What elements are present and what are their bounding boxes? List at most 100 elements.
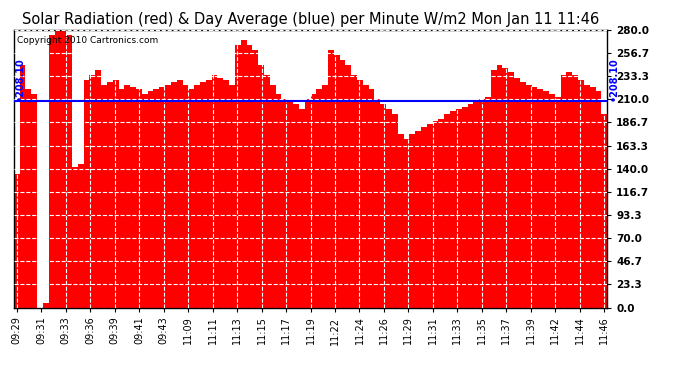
- Bar: [363, 84, 368, 308]
- Bar: [14, 174, 19, 308]
- Bar: [509, 72, 514, 308]
- Bar: [397, 134, 404, 308]
- Bar: [339, 60, 346, 308]
- Bar: [299, 109, 305, 307]
- Bar: [368, 90, 375, 308]
- Text: •208.10: •208.10: [609, 57, 618, 101]
- Bar: [409, 134, 415, 308]
- Bar: [148, 92, 153, 308]
- Bar: [328, 50, 334, 308]
- Bar: [497, 64, 502, 308]
- Bar: [264, 75, 270, 308]
- Bar: [275, 94, 282, 308]
- Bar: [584, 84, 590, 308]
- Bar: [43, 303, 49, 307]
- Bar: [26, 90, 31, 308]
- Bar: [561, 75, 566, 308]
- Bar: [473, 101, 480, 308]
- Bar: [119, 90, 124, 308]
- Bar: [287, 101, 293, 308]
- Bar: [334, 55, 339, 308]
- Bar: [380, 104, 386, 308]
- Bar: [468, 104, 473, 308]
- Bar: [514, 78, 520, 308]
- Bar: [55, 30, 60, 308]
- Bar: [346, 64, 351, 308]
- Bar: [200, 81, 206, 308]
- Text: •208.10: •208.10: [15, 57, 25, 101]
- Bar: [153, 90, 159, 308]
- Bar: [159, 87, 165, 308]
- Bar: [246, 45, 253, 308]
- Bar: [421, 127, 427, 308]
- Bar: [316, 90, 322, 308]
- Bar: [305, 99, 310, 308]
- Bar: [578, 80, 584, 308]
- Bar: [433, 121, 438, 308]
- Bar: [375, 99, 380, 308]
- Bar: [456, 109, 462, 307]
- Bar: [520, 81, 526, 308]
- Bar: [555, 98, 561, 308]
- Bar: [549, 94, 555, 308]
- Bar: [224, 80, 229, 308]
- Bar: [95, 70, 101, 308]
- Bar: [310, 94, 316, 308]
- Text: Copyright 2010 Cartronics.com: Copyright 2010 Cartronics.com: [17, 36, 158, 45]
- Bar: [450, 111, 456, 308]
- Bar: [19, 64, 26, 308]
- Bar: [357, 80, 363, 308]
- Bar: [572, 75, 578, 308]
- Bar: [60, 30, 66, 308]
- Bar: [183, 84, 188, 308]
- Bar: [270, 84, 275, 308]
- Bar: [427, 124, 433, 308]
- Bar: [136, 90, 141, 308]
- Bar: [31, 94, 37, 308]
- Bar: [602, 114, 607, 308]
- Bar: [531, 87, 538, 308]
- Bar: [590, 87, 595, 308]
- Bar: [595, 92, 602, 308]
- Bar: [206, 80, 212, 308]
- Title: Solar Radiation (red) & Day Average (blue) per Minute W/m2 Mon Jan 11 11:46: Solar Radiation (red) & Day Average (blu…: [22, 12, 599, 27]
- Bar: [502, 68, 509, 308]
- Bar: [177, 80, 183, 308]
- Bar: [480, 99, 485, 308]
- Bar: [538, 90, 543, 308]
- Bar: [194, 84, 200, 308]
- Bar: [72, 167, 78, 308]
- Bar: [188, 90, 194, 308]
- Bar: [258, 64, 264, 308]
- Bar: [485, 98, 491, 308]
- Bar: [107, 81, 112, 308]
- Bar: [543, 92, 549, 308]
- Bar: [293, 104, 299, 308]
- Bar: [462, 107, 468, 308]
- Bar: [444, 114, 450, 308]
- Bar: [526, 84, 531, 308]
- Bar: [217, 78, 224, 308]
- Bar: [101, 84, 107, 308]
- Bar: [83, 80, 90, 308]
- Bar: [282, 99, 287, 308]
- Bar: [130, 87, 136, 308]
- Bar: [351, 75, 357, 308]
- Bar: [171, 81, 177, 308]
- Bar: [415, 131, 421, 308]
- Bar: [386, 109, 392, 307]
- Bar: [392, 114, 397, 308]
- Bar: [165, 84, 171, 308]
- Bar: [212, 75, 217, 308]
- Bar: [438, 119, 444, 308]
- Bar: [491, 70, 497, 308]
- Bar: [229, 84, 235, 308]
- Bar: [66, 35, 72, 308]
- Bar: [404, 139, 409, 308]
- Bar: [124, 84, 130, 308]
- Bar: [566, 72, 572, 308]
- Bar: [78, 164, 83, 308]
- Bar: [112, 80, 119, 308]
- Bar: [253, 50, 258, 308]
- Bar: [49, 35, 55, 308]
